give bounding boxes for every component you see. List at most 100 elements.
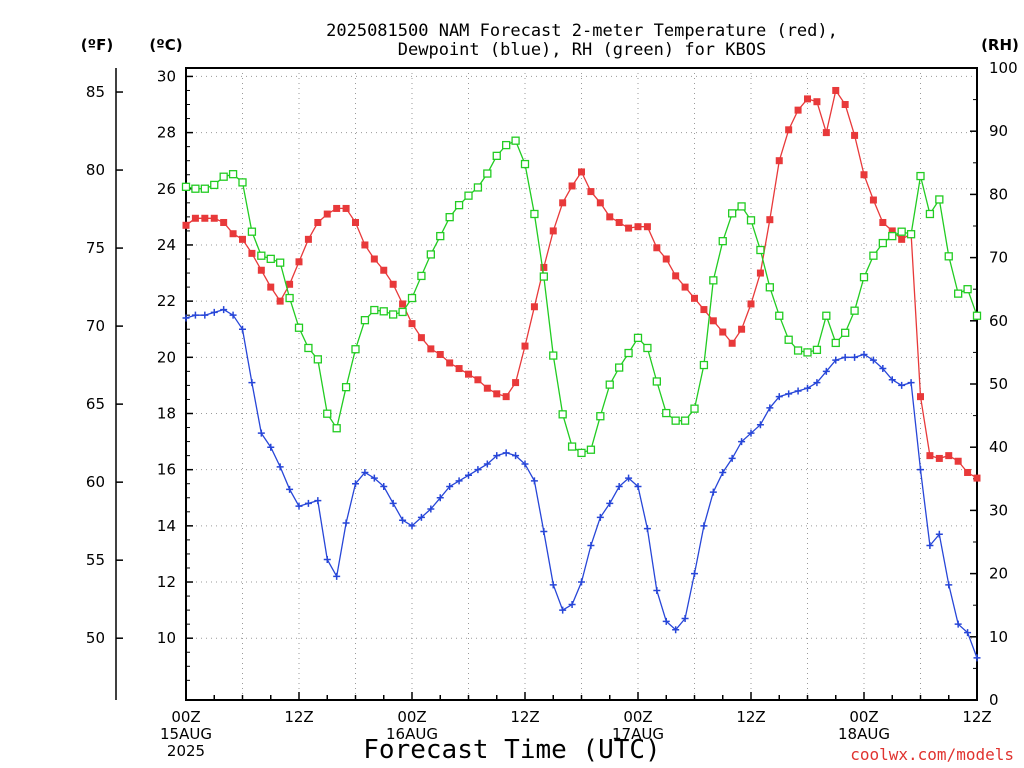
temperature-point bbox=[634, 223, 642, 231]
dewpoint-point bbox=[973, 654, 981, 662]
temperature-point bbox=[333, 204, 341, 212]
celsius-tick-label: 22 bbox=[157, 292, 176, 310]
temperature-point bbox=[578, 168, 585, 176]
temperature-point bbox=[436, 351, 444, 359]
temperature-point bbox=[700, 306, 708, 314]
dewpoint-point bbox=[700, 522, 708, 530]
fahrenheit-tick-label: 55 bbox=[86, 551, 105, 569]
dewpoint-point bbox=[935, 530, 943, 538]
dewpoint-point bbox=[333, 572, 341, 580]
dewpoint-point bbox=[493, 452, 501, 460]
rh-point bbox=[191, 184, 200, 193]
rh-tick-label: 0 bbox=[989, 691, 999, 709]
temperature-point bbox=[493, 390, 501, 398]
rh-point bbox=[718, 237, 727, 246]
temperature-point bbox=[841, 101, 849, 109]
rh-point bbox=[850, 306, 859, 315]
rh-point bbox=[454, 200, 464, 210]
temperature-point bbox=[446, 359, 454, 367]
dewpoint-point bbox=[681, 615, 689, 623]
dewpoint-point bbox=[380, 483, 388, 491]
rh-tick-label: 100 bbox=[989, 59, 1018, 77]
dewpoint-point bbox=[361, 468, 369, 476]
rh-point bbox=[219, 172, 228, 181]
rh-point bbox=[784, 335, 793, 344]
dewpoint-point bbox=[530, 477, 538, 485]
celsius-tick-label: 30 bbox=[157, 67, 176, 85]
dewpoint-point bbox=[869, 356, 877, 364]
dewpoint-point bbox=[813, 379, 821, 387]
dewpoint-point bbox=[474, 466, 482, 474]
dewpoint-point bbox=[455, 477, 463, 485]
rh-point bbox=[483, 169, 492, 178]
temperature-point bbox=[540, 263, 548, 271]
rh-point bbox=[906, 230, 916, 239]
dewpoint-point bbox=[587, 542, 595, 550]
temperature-point bbox=[502, 393, 510, 401]
x-tick-label-line: 16AUG bbox=[386, 725, 438, 743]
dewpoint-point bbox=[286, 485, 294, 493]
dewpoint-point bbox=[917, 466, 924, 474]
temperature-point bbox=[964, 468, 972, 476]
dewpoint-point bbox=[276, 463, 284, 471]
temperature-point bbox=[738, 325, 746, 333]
credit-text: coolwx.com/models bbox=[850, 745, 1014, 764]
dewpoint-point bbox=[672, 626, 680, 634]
rh-point bbox=[699, 360, 709, 370]
x-axis-title: Forecast Time (UTC) bbox=[363, 735, 660, 765]
dewpoint-point bbox=[775, 393, 783, 401]
dewpoint-point bbox=[841, 353, 849, 361]
dewpoint-point bbox=[879, 365, 887, 373]
rh-point bbox=[407, 293, 417, 303]
dewpoint-point bbox=[549, 581, 557, 589]
dewpoint-point bbox=[399, 516, 407, 524]
dewpoint-point bbox=[691, 570, 698, 578]
dewpoint-point bbox=[945, 581, 953, 589]
temperature-point bbox=[775, 157, 783, 165]
dewpoint-point bbox=[964, 629, 972, 637]
dewpoint-point bbox=[210, 308, 218, 316]
rh-point bbox=[294, 323, 304, 332]
dewpoint-point bbox=[728, 454, 736, 462]
rh-point bbox=[210, 180, 219, 190]
dewpoint-point bbox=[182, 314, 190, 322]
temperature-point bbox=[512, 379, 520, 387]
dewpoint-point bbox=[304, 499, 312, 507]
rh-point bbox=[897, 227, 906, 236]
rh-point bbox=[558, 410, 567, 419]
rh-point bbox=[502, 140, 511, 150]
temperature-point bbox=[483, 384, 491, 392]
rh-point bbox=[370, 305, 379, 315]
temperature-point bbox=[691, 294, 698, 302]
x-tick-label: 00Z 15AUG 2025 bbox=[160, 708, 212, 760]
temperature-point bbox=[794, 106, 802, 114]
rh-point bbox=[728, 209, 737, 218]
rh-point bbox=[200, 184, 209, 193]
dewpoint-point bbox=[540, 527, 548, 535]
rh-tick-label: 90 bbox=[989, 122, 1008, 140]
rh-point bbox=[709, 276, 718, 285]
rh-point bbox=[935, 195, 944, 204]
rh-point bbox=[859, 273, 869, 282]
dewpoint-point bbox=[408, 522, 416, 530]
rh-point bbox=[671, 416, 680, 425]
chart-title-line-1: 2025081500 NAM Forecast 2-meter Temperat… bbox=[326, 21, 838, 41]
temperature-point bbox=[286, 280, 294, 288]
dewpoint-point bbox=[295, 502, 303, 510]
dewpoint-point bbox=[822, 367, 830, 375]
temperature-point bbox=[220, 218, 228, 226]
temperature-point bbox=[804, 95, 811, 103]
temperature-point bbox=[719, 328, 727, 336]
rh-point bbox=[266, 254, 275, 264]
x-tick-label: 00Z 17AUG bbox=[612, 708, 664, 743]
dewpoint-point bbox=[512, 452, 520, 460]
dewpoint-point bbox=[954, 620, 962, 628]
temperature-point bbox=[917, 393, 924, 401]
x-tick-label-line: 00Z bbox=[171, 708, 200, 726]
temperature-point bbox=[860, 171, 868, 179]
dewpoint-point bbox=[559, 606, 567, 614]
series-layer bbox=[181, 86, 982, 662]
temperature-point bbox=[785, 126, 793, 134]
rh-point bbox=[539, 272, 548, 281]
temperature-point bbox=[314, 218, 322, 226]
